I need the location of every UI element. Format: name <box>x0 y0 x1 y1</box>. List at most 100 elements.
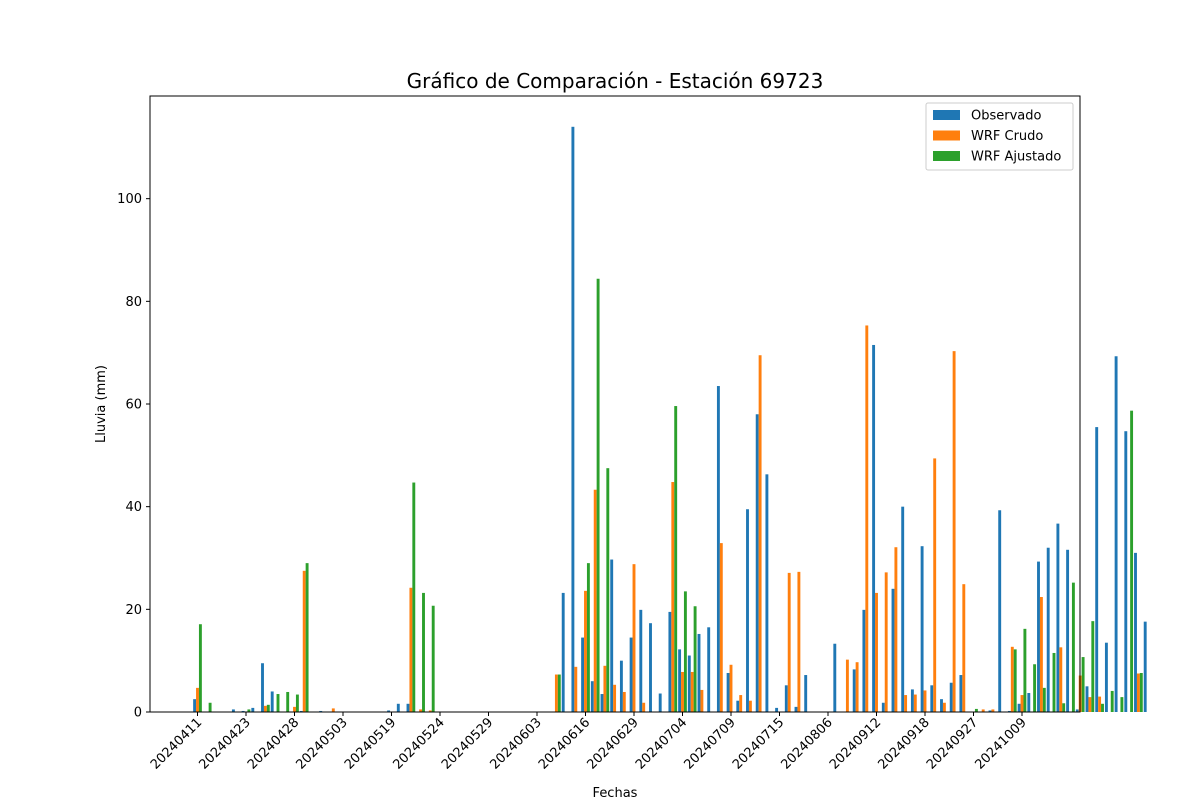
bar-wrf-ajustado <box>208 702 212 712</box>
bar-wrf-crudo <box>1020 695 1024 712</box>
x-tick-label: 20240629 <box>584 715 641 772</box>
bar-wrf-crudo <box>865 325 869 712</box>
bar-wrf-ajustado <box>286 691 290 712</box>
x-tick-label: 20240704 <box>633 715 690 772</box>
bar-observado <box>270 691 274 712</box>
bar-wrf-ajustado <box>1101 703 1104 712</box>
bar-observado <box>241 710 245 712</box>
bar-observado <box>988 710 992 712</box>
bar-wrf-crudo <box>1059 647 1063 712</box>
bar-wrf-crudo <box>991 709 995 712</box>
legend-swatch <box>933 151 960 161</box>
y-tick-label: 20 <box>125 603 142 618</box>
bar-wrf-crudo <box>419 709 423 712</box>
bar-observado <box>1085 686 1089 712</box>
bar-wrf-ajustado <box>683 591 687 712</box>
x-tick-label: 20240603 <box>487 715 544 772</box>
bar-wrf-ajustado <box>305 563 309 712</box>
bar-observado <box>687 655 691 712</box>
bar-wrf-crudo <box>263 705 267 712</box>
bar-wrf-crudo <box>196 687 199 712</box>
bar-wrf-crudo <box>981 709 985 712</box>
bar-observado <box>629 637 633 712</box>
bar-observado <box>1134 552 1137 712</box>
x-tick-label: 20240912 <box>827 715 884 772</box>
x-tick-label: 20240428 <box>245 715 302 772</box>
bar-wrf-ajustado <box>1081 657 1085 712</box>
bar-observado <box>610 559 614 712</box>
legend-label: WRF Crudo <box>971 129 1043 144</box>
bar-wrf-crudo <box>574 666 578 712</box>
bar-wrf-crudo <box>1098 696 1102 712</box>
bar-observado <box>1017 703 1021 712</box>
bar-observado <box>193 699 197 712</box>
bar-observado <box>299 710 303 712</box>
bar-observado <box>639 609 643 712</box>
bar-wrf-ajustado <box>198 624 202 712</box>
bar-wrf-ajustado <box>557 674 561 712</box>
bar-observado <box>775 707 779 712</box>
bar-wrf-ajustado <box>596 278 600 712</box>
bar-wrf-crudo <box>1010 646 1014 712</box>
bar-observado <box>784 685 788 712</box>
bar-wrf-ajustado <box>266 704 270 712</box>
legend: Observado WRF Crudo WRF Ajustado <box>925 102 1074 171</box>
bar-observado <box>746 509 749 712</box>
y-tick-label: 80 <box>125 295 142 310</box>
bar-observado <box>697 633 701 712</box>
bar-wrf-ajustado <box>1120 697 1124 712</box>
bar-observado <box>590 681 594 712</box>
bar-wrf-ajustado <box>1052 652 1056 712</box>
bar-observado <box>901 506 905 712</box>
bar-wrf-ajustado <box>1071 582 1075 712</box>
bar-wrf-ajustado <box>422 592 425 712</box>
bar-wrf-crudo <box>758 355 762 712</box>
bar-observado <box>1007 710 1011 712</box>
y-tick-label: 0 <box>134 706 142 721</box>
bar-wrf-crudo <box>690 671 694 712</box>
bar-wrf-crudo <box>622 691 626 712</box>
bar-wrf-crudo <box>554 674 558 712</box>
x-tick-label: 20240423 <box>196 715 253 772</box>
bar-observado <box>561 592 565 712</box>
x-tick-label: 20240709 <box>681 715 738 772</box>
bar-observado <box>251 707 255 712</box>
y-tick-label: 60 <box>125 398 142 413</box>
bar-observado <box>619 660 623 712</box>
bar-observado <box>833 643 837 712</box>
bar-wrf-crudo <box>593 489 597 712</box>
bar-wrf-ajustado <box>693 606 697 712</box>
x-tick-label: 20240806 <box>778 715 835 772</box>
bar-wrf-crudo <box>632 564 636 712</box>
bar-observado <box>910 689 914 712</box>
bar-wrf-crudo <box>952 351 956 712</box>
bar-wrf-crudo <box>884 572 888 712</box>
bar-observado <box>862 609 866 712</box>
bar-wrf-ajustado <box>1042 687 1046 712</box>
bar-observado <box>581 637 585 712</box>
bar-wrf-ajustado <box>1033 664 1037 712</box>
x-tick-label: 20240503 <box>293 715 350 772</box>
bar-observado <box>794 706 798 712</box>
bar-wrf-crudo <box>942 702 946 712</box>
bar-observado <box>1046 547 1050 712</box>
bar-observado <box>1114 356 1118 712</box>
bar-wrf-ajustado <box>431 605 435 712</box>
bar-wrf-ajustado <box>1130 410 1134 712</box>
bar-observado <box>804 675 808 712</box>
bar-wrf-crudo <box>671 482 675 712</box>
y-axis-label: Lluvia (mm) <box>94 365 109 443</box>
y-tick-label: 100 <box>117 192 142 207</box>
bar-wrf-crudo <box>681 671 684 712</box>
bar-wrf-ajustado <box>295 694 299 712</box>
x-tick-label: 20240715 <box>730 715 787 772</box>
bar-observado <box>736 700 740 712</box>
bar-wrf-crudo <box>1088 697 1092 712</box>
bar-observado <box>1095 427 1099 712</box>
bar-wrf-crudo <box>894 547 898 712</box>
bar-observado <box>726 672 730 712</box>
bar-observado <box>1075 709 1079 712</box>
bar-observado <box>755 414 759 712</box>
bar-wrf-ajustado <box>674 406 678 712</box>
bar-wrf-crudo <box>787 572 791 712</box>
